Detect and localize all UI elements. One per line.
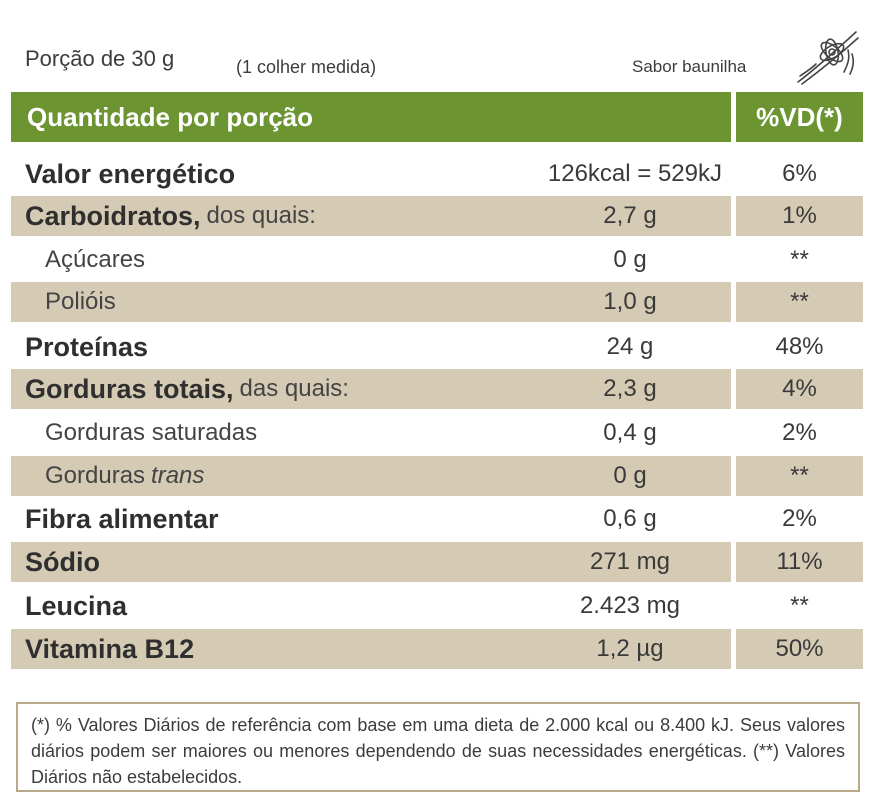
col-vd-header: %VD(*): [736, 92, 863, 142]
row-amount: 0 g: [613, 462, 647, 489]
portion-header: Porção de 30 g (1 colher medida) Sabor b…: [0, 0, 873, 90]
row-amount: 271 mg: [589, 548, 671, 575]
portion-measure: (1 colher medida): [236, 57, 377, 77]
row-amount: 1,0 g: [603, 288, 657, 315]
table-row: Valor energético 126kcal = 529kJ 6%: [0, 154, 873, 194]
row-amount: 24 g: [606, 333, 654, 360]
vanilla-flower-icon: [797, 31, 859, 85]
portion-size: Porção de 30 g: [25, 46, 175, 71]
row-label: Carboidratos,: [25, 200, 201, 231]
flavor-label: Sabor baunilha: [632, 57, 747, 76]
row-label: Sódio: [25, 546, 100, 577]
row-vd: 2%: [782, 505, 817, 532]
row-note: trans: [151, 462, 205, 489]
table-row: Açúcares 0 g **: [0, 240, 873, 280]
row-vd: 48%: [775, 333, 824, 360]
row-label: Gorduras: [45, 462, 146, 489]
row-vd: **: [790, 462, 809, 489]
row-amount: 0,6 g: [603, 505, 657, 532]
row-vd: **: [790, 592, 809, 619]
table-row: Leucina 2.423 mg **: [0, 586, 873, 626]
row-vd: **: [790, 288, 809, 315]
row-amount: 0 g: [613, 246, 647, 273]
table-row: Vitamina B12 1,2 µg 50%: [0, 629, 873, 669]
row-note: das quais:: [239, 375, 349, 402]
row-label: Gorduras saturadas: [45, 419, 258, 446]
row-label: Valor energético: [25, 158, 236, 189]
table-row: Gorduras trans 0 g **: [0, 456, 873, 496]
table-row: Polióis 1,0 g **: [0, 282, 873, 322]
row-label: Proteínas: [25, 331, 149, 362]
table-row: Fibra alimentar 0,6 g 2%: [0, 499, 873, 539]
row-label: Polióis: [45, 288, 116, 315]
table-row: Gorduras saturadas 0,4 g 2%: [0, 413, 873, 453]
row-vd: 2%: [782, 419, 817, 446]
col-quantity-header: Quantidade por porção: [11, 92, 731, 142]
row-amount: 2,3 g: [603, 375, 657, 402]
row-vd: 50%: [775, 635, 824, 662]
row-label: Leucina: [25, 590, 128, 621]
row-amount: 1,2 µg: [596, 635, 664, 662]
row-amount: 126kcal = 529kJ: [547, 160, 722, 187]
row-label: Vitamina B12: [25, 633, 195, 664]
row-vd: 4%: [782, 375, 817, 402]
row-label: Açúcares: [45, 246, 146, 273]
row-amount: 0,4 g: [603, 419, 657, 446]
row-vd: 6%: [782, 160, 817, 187]
row-amount: 2.423 mg: [579, 592, 681, 619]
footnote: (*) % Valores Diários de referência com …: [16, 702, 860, 792]
row-label: Fibra alimentar: [25, 503, 219, 534]
row-vd: 11%: [776, 548, 823, 575]
row-vd: 1%: [782, 202, 817, 229]
row-note: dos quais:: [206, 202, 316, 229]
row-amount: 2,7 g: [603, 202, 657, 229]
table-row: Sódio 271 mg 11%: [0, 542, 873, 582]
row-vd: **: [790, 246, 809, 273]
table-row: Proteínas 24 g 48%: [0, 327, 873, 367]
table-row: Gorduras totais, das quais: 2,3 g 4%: [0, 369, 873, 409]
row-label: Gorduras totais,: [25, 373, 234, 404]
table-row: Carboidratos, dos quais: 2,7 g 1%: [0, 196, 873, 236]
